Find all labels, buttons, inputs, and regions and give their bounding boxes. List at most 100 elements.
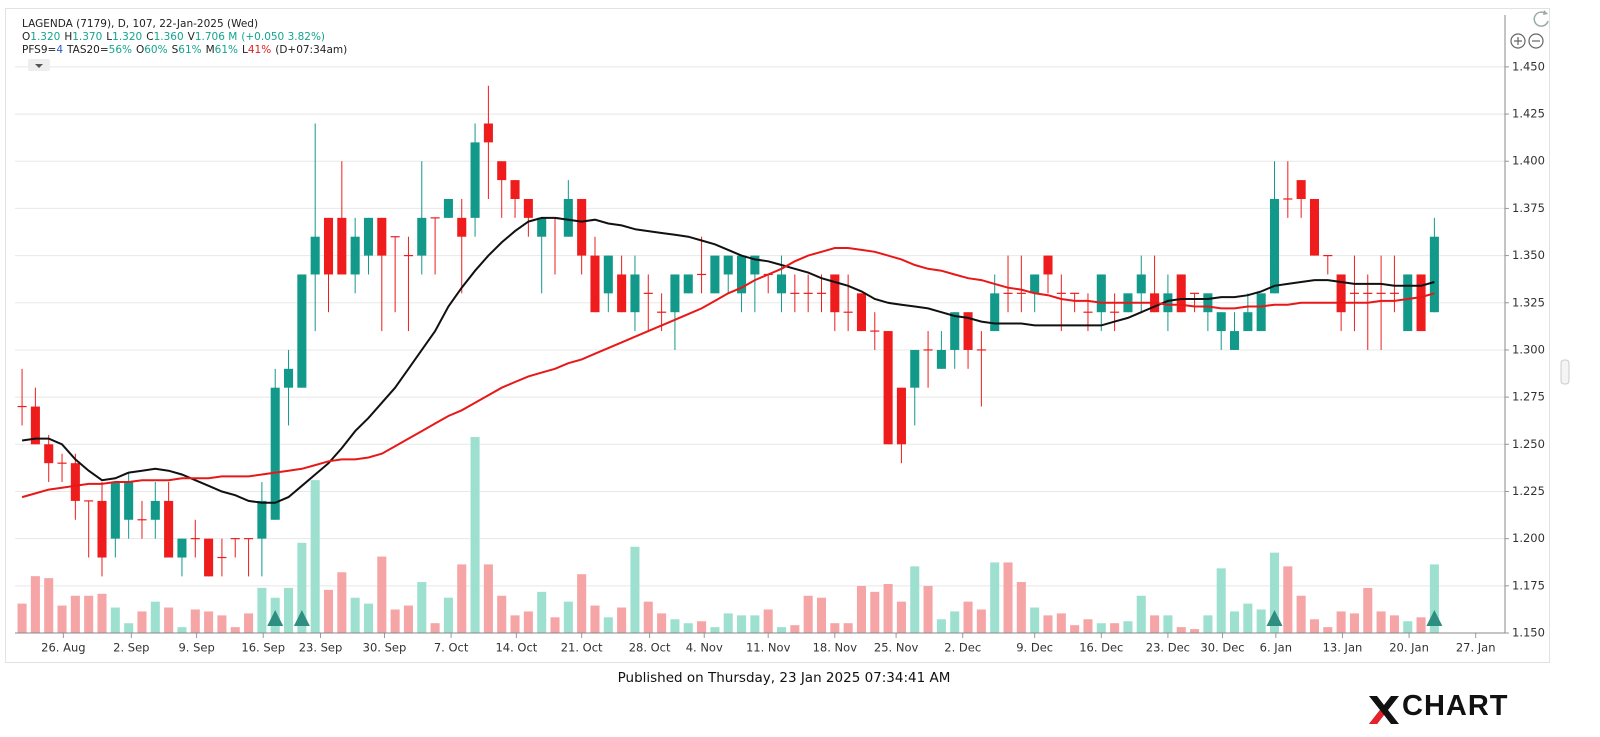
volume-bar [257, 587, 267, 633]
legend-label: PFS9= [22, 44, 57, 56]
volume-bar [1163, 615, 1173, 633]
x-tick-label: 9. Dec [1016, 641, 1053, 655]
legend-value: 1.320 [112, 31, 143, 43]
signal-marker [267, 610, 284, 626]
candle-body [1296, 180, 1306, 199]
volume-bar [643, 601, 653, 633]
volume-bar [84, 595, 94, 633]
volume-bar [177, 627, 187, 633]
candle-body [470, 142, 480, 218]
legend-ohlc: O1.320 H1.370 L1.320 C1.360 V1.706 M (+0.050 … [22, 31, 351, 44]
volume-bar [457, 564, 467, 633]
volume-bar [1190, 629, 1200, 633]
volume-bar [976, 609, 986, 633]
volume-bar [683, 623, 693, 633]
x-tick-label: 18. Nov [813, 641, 858, 655]
candle-body [723, 255, 733, 275]
axes: 1.150 1.175 1.200 1.225 1.250 1.275 1.300 1.325… [15, 15, 1545, 655]
candle-body [297, 274, 307, 388]
volume-bar [337, 572, 347, 633]
volume-bar [1363, 587, 1373, 633]
candle-body [44, 444, 54, 464]
candle-body [270, 387, 280, 520]
volume-bar [30, 576, 40, 633]
candle-body [1309, 198, 1319, 256]
legend-label: (D+07:34am) [275, 44, 348, 56]
volume-bar [936, 619, 946, 633]
volume-bar [217, 615, 227, 633]
candle-body [617, 274, 627, 313]
side-handle[interactable] [1560, 359, 1570, 385]
candle-body [483, 123, 493, 143]
candle-body [377, 217, 387, 256]
candle-body [563, 198, 573, 237]
candle-body [963, 312, 973, 350]
legend-value: (+0.050 3.82%) [241, 31, 326, 43]
volume-bar [204, 611, 214, 633]
x-tick-label: 25. Nov [874, 641, 919, 655]
candle-body [510, 180, 520, 199]
legend-item: (D+07:34am) [275, 44, 347, 56]
legend-label: TAS20= [67, 44, 109, 56]
y-tick-label: 1.300 [1512, 342, 1545, 356]
legend-toggle[interactable] [28, 59, 50, 71]
volume-bar [430, 623, 440, 633]
candle-body [1136, 274, 1146, 294]
volume-bar [124, 623, 134, 633]
volume-bar [910, 566, 920, 633]
y-tick-label: 1.350 [1512, 248, 1545, 262]
legend: LAGENDA (7179), D, 107, 22-Jan-2025 (Wed… [22, 18, 351, 57]
candle-body [457, 217, 467, 237]
legend-item: S61% [172, 44, 202, 56]
y-tick-label: 1.450 [1512, 59, 1545, 73]
candle-body [1403, 274, 1413, 332]
volume-bar [57, 605, 67, 633]
legend-item: (+0.050 3.82%) [241, 31, 325, 43]
volume-bar [244, 613, 254, 633]
candle-body [856, 293, 866, 332]
candle-body [990, 293, 1000, 332]
candle-body [1216, 312, 1226, 332]
candle-body [150, 500, 160, 520]
x-tick-label: 13. Jan [1323, 641, 1363, 655]
candle-body [1256, 293, 1266, 332]
candle-body [1043, 255, 1053, 275]
candle-body [896, 387, 906, 445]
volume-bar [1243, 603, 1253, 633]
volume-bar [856, 585, 866, 633]
x-tick-label: 16. Dec [1079, 641, 1123, 655]
candle-body [630, 274, 640, 313]
volume-bar [1136, 595, 1146, 633]
candle-body [776, 274, 787, 294]
candle-body [1336, 274, 1346, 313]
x-tick-label: 26. Aug [41, 641, 85, 655]
candle-body [97, 500, 107, 558]
candle-body [110, 482, 120, 539]
volume-bar [190, 609, 200, 633]
candle-body [936, 349, 946, 369]
volume-bar [1203, 615, 1213, 633]
volume-bar [1376, 611, 1386, 633]
x-tick-label: 28. Oct [629, 641, 671, 655]
volume-layer [17, 437, 1439, 633]
candle-body [737, 255, 747, 294]
volume-bar [1269, 552, 1280, 633]
chart-frame [5, 8, 1550, 663]
candle-body [683, 274, 693, 294]
legend-item: M61% [206, 44, 238, 56]
volume-bar [390, 609, 400, 633]
volume-bar [963, 601, 973, 633]
zoom-in-button[interactable] [1510, 33, 1526, 49]
logo-text: CHART [1402, 690, 1509, 722]
refresh-button[interactable] [1533, 10, 1549, 27]
volume-bar [923, 585, 933, 633]
y-tick-label: 1.200 [1512, 531, 1545, 545]
volume-bar [1229, 611, 1240, 633]
volume-bar [284, 587, 294, 633]
candle-body [1243, 312, 1253, 332]
volume-bar [563, 601, 573, 633]
candle-body [750, 255, 760, 275]
zoom-out-button[interactable] [1528, 33, 1544, 49]
